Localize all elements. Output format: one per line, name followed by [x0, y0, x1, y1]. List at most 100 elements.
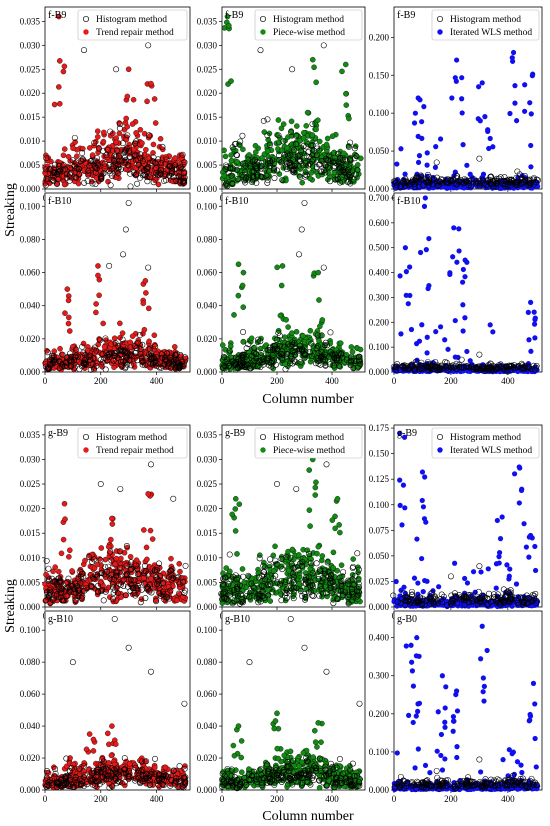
- estimated-point: [95, 272, 101, 279]
- histogram-point: [158, 160, 165, 167]
- estimated-point: [57, 345, 63, 352]
- panel-g-b9-trend: 0.0000.0050.0100.0150.0200.0250.0300.035…: [20, 424, 191, 621]
- estimated-point: [334, 496, 341, 502]
- estimated-point: [528, 164, 534, 170]
- histogram-point: [116, 125, 123, 132]
- estimated-point: [149, 536, 156, 542]
- estimated-point: [240, 146, 246, 153]
- histogram-point: [63, 171, 70, 178]
- histogram-point: [81, 47, 88, 54]
- estimated-point: [424, 350, 430, 356]
- estimated-point: [447, 271, 453, 277]
- histogram-point: [43, 155, 50, 162]
- y-tick-label: 0.010: [20, 136, 41, 146]
- estimated-point: [522, 82, 528, 88]
- histogram-point: [132, 152, 139, 159]
- estimated-point: [147, 527, 154, 534]
- legend-marker-estimate: [437, 29, 443, 35]
- histogram-point: [145, 42, 152, 49]
- estimated-point: [315, 269, 322, 276]
- estimated-point: [133, 165, 140, 172]
- histogram-point: [50, 169, 57, 176]
- histogram-point: [150, 158, 157, 165]
- estimated-point: [145, 491, 151, 497]
- estimated-point: [312, 351, 318, 357]
- panel-label: f-B9: [48, 10, 66, 21]
- estimated-point: [57, 101, 63, 107]
- estimated-point: [354, 174, 360, 181]
- histogram-point: [42, 182, 49, 189]
- estimated-point: [415, 95, 421, 101]
- estimated-point: [307, 327, 314, 334]
- estimated-point: [89, 152, 96, 158]
- estimated-point: [80, 145, 86, 152]
- legend-label-histogram: Histogram method: [96, 433, 167, 443]
- estimated-point: [60, 173, 67, 180]
- estimated-point: [487, 322, 493, 328]
- y-tick-label: 0.040: [197, 301, 218, 311]
- estimated-point: [219, 342, 226, 348]
- histogram-point: [89, 180, 96, 187]
- x-tick-label: 200: [94, 376, 108, 386]
- histogram-point: [79, 150, 86, 157]
- estimated-point: [80, 340, 87, 347]
- histogram-point: [159, 143, 166, 150]
- estimated-point: [315, 117, 321, 123]
- estimated-point: [317, 323, 323, 330]
- estimated-point: [64, 286, 71, 292]
- panel-label: f-B10: [225, 196, 248, 207]
- estimated-point: [108, 536, 114, 543]
- legend-marker-estimate: [83, 29, 89, 35]
- estimated-point: [168, 555, 174, 562]
- histogram-point: [85, 167, 92, 174]
- y-tick-label: 0.015: [197, 112, 218, 122]
- y-tick-label: 0.020: [20, 504, 41, 514]
- histogram-point: [154, 171, 161, 178]
- estimated-point: [240, 304, 247, 310]
- histogram-point: [98, 176, 105, 183]
- histogram-point: [127, 170, 134, 177]
- estimated-point: [65, 320, 72, 327]
- estimated-point: [56, 84, 62, 90]
- estimated-point: [462, 315, 468, 321]
- histogram-point: [42, 166, 49, 173]
- x-tick-label: 0: [392, 376, 397, 386]
- estimated-point: [507, 110, 513, 117]
- estimated-point: [141, 130, 148, 137]
- estimated-point: [302, 168, 309, 175]
- estimated-point: [407, 264, 413, 270]
- y-tick-label: 0.080: [20, 234, 41, 244]
- estimated-point: [487, 135, 493, 142]
- histogram-point: [115, 158, 122, 165]
- histogram-point: [181, 179, 188, 186]
- estimated-point: [133, 130, 139, 136]
- histogram-point: [139, 158, 146, 165]
- estimated-point: [125, 66, 132, 73]
- histogram-point: [79, 156, 86, 163]
- estimated-point: [146, 338, 152, 345]
- estimated-point: [464, 162, 470, 168]
- estimated-point: [450, 254, 456, 260]
- histogram-point: [155, 156, 162, 163]
- estimated-point: [415, 133, 421, 139]
- histogram-point: [93, 155, 100, 162]
- y-tick-label: 0.700: [369, 193, 390, 203]
- estimated-point: [264, 148, 271, 155]
- histogram-point: [131, 153, 138, 160]
- estimated-point: [127, 339, 134, 346]
- y-tick-label: 0.020: [197, 504, 218, 514]
- histogram-point: [44, 176, 51, 183]
- histogram-point: [136, 174, 143, 181]
- estimated-point: [449, 95, 455, 101]
- histogram-point: [46, 165, 53, 172]
- estimated-point: [398, 331, 404, 337]
- estimated-point: [172, 155, 178, 161]
- estimated-point: [411, 120, 418, 126]
- estimated-point: [65, 153, 72, 160]
- y-tick-label: 0.300: [369, 292, 390, 302]
- estimated-point: [312, 577, 319, 583]
- estimated-point: [309, 132, 316, 138]
- estimated-point: [510, 49, 517, 56]
- estimated-point: [141, 326, 148, 333]
